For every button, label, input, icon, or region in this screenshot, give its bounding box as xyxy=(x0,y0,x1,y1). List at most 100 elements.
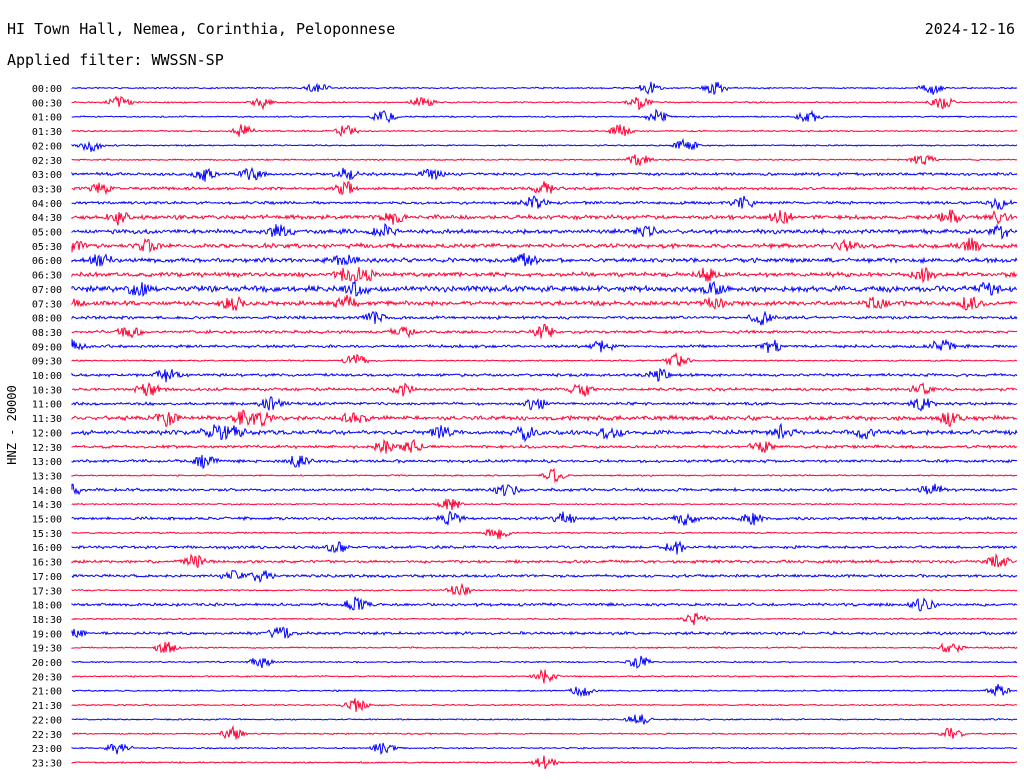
time-tick-label: 18:00 xyxy=(32,601,62,612)
time-tick-label: 04:00 xyxy=(32,199,62,210)
filter-label: Applied filter: WWSSN-SP xyxy=(7,51,224,69)
time-tick-label: 09:30 xyxy=(32,357,62,368)
trace-line xyxy=(71,742,1018,755)
time-tick-label: 09:00 xyxy=(32,342,62,353)
trace-line xyxy=(71,310,1018,326)
time-tick-label: 17:00 xyxy=(32,572,62,583)
trace-line xyxy=(71,714,1018,725)
trace-line xyxy=(71,266,1018,284)
time-tick-label: 10:30 xyxy=(32,385,62,396)
time-tick-label: 03:30 xyxy=(32,184,62,195)
time-tick-label: 20:00 xyxy=(32,658,62,669)
time-tick-label: 12:00 xyxy=(32,428,62,439)
trace-line xyxy=(71,367,1018,383)
time-tick-label: 08:00 xyxy=(32,314,62,325)
trace-line xyxy=(71,323,1018,339)
time-tick-label: 02:00 xyxy=(32,141,62,152)
trace-line xyxy=(71,668,1017,684)
time-tick-label: 14:00 xyxy=(32,486,62,497)
time-tick-label: 01:30 xyxy=(32,127,62,138)
trace-line xyxy=(71,166,1018,182)
time-tick-label: 11:00 xyxy=(32,400,62,411)
time-tick-label: 16:30 xyxy=(32,558,62,569)
time-tick-label: 05:30 xyxy=(32,242,62,253)
trace-line xyxy=(71,626,1018,639)
trace-line xyxy=(71,510,1018,526)
time-tick-label: 21:00 xyxy=(32,687,62,698)
trace-line xyxy=(71,222,1018,240)
trace-line xyxy=(71,351,1018,367)
trace-line xyxy=(71,181,1018,196)
station-title: HI Town Hall, Nemea, Corinthia, Peloponn… xyxy=(7,20,396,38)
trace-line xyxy=(71,569,1018,584)
time-tick-label: 08:30 xyxy=(32,328,62,339)
trace-line xyxy=(71,553,1018,569)
trace-line xyxy=(71,683,1018,698)
time-tick-label: 06:00 xyxy=(32,256,62,267)
trace-line xyxy=(71,409,1018,428)
trace-line xyxy=(71,755,1017,770)
time-tick-label: 19:00 xyxy=(32,629,62,640)
time-tick-label: 15:00 xyxy=(32,515,62,526)
trace-line xyxy=(71,641,1018,654)
trace-line xyxy=(71,582,1018,597)
trace-line xyxy=(71,95,1018,111)
time-tick-label: 01:00 xyxy=(32,113,62,124)
time-tick-label: 05:00 xyxy=(32,228,62,239)
trace-line xyxy=(71,237,1018,254)
time-tick-label: 19:30 xyxy=(32,644,62,655)
trace-line xyxy=(71,698,1018,713)
trace-line xyxy=(71,724,1018,740)
time-tick-label: 03:00 xyxy=(32,170,62,181)
time-tick-label: 22:30 xyxy=(32,730,62,741)
time-tick-label: 22:00 xyxy=(32,715,62,726)
time-tick-label: 06:30 xyxy=(32,271,62,282)
time-tick-label: 23:00 xyxy=(32,744,62,755)
time-tick-label: 17:30 xyxy=(32,586,62,597)
time-tick-label: 18:30 xyxy=(32,615,62,626)
trace-line xyxy=(71,279,1018,298)
trace-line xyxy=(71,655,1018,669)
trace-line xyxy=(71,209,1018,226)
time-tick-label: 00:00 xyxy=(32,84,62,95)
time-tick-label: 10:00 xyxy=(32,371,62,382)
time-tick-label: 04:30 xyxy=(32,213,62,224)
time-tick-label: 21:30 xyxy=(32,701,62,712)
trace-line xyxy=(71,540,1018,555)
trace-line xyxy=(71,124,1018,138)
trace-line xyxy=(71,81,1018,96)
trace-line xyxy=(71,253,1018,267)
trace-line xyxy=(71,154,1018,167)
time-tick-label: 02:30 xyxy=(32,156,62,167)
trace-line xyxy=(71,438,1018,454)
time-tick-label: 23:30 xyxy=(32,758,62,769)
time-tick-label: 07:30 xyxy=(32,299,62,310)
trace-line xyxy=(71,422,1018,443)
time-tick-label: 13:00 xyxy=(32,457,62,468)
trace-line xyxy=(71,195,1018,210)
time-tick-label: 07:00 xyxy=(32,285,62,296)
time-tick-label: 20:30 xyxy=(32,672,62,683)
trace-line xyxy=(71,338,1018,353)
trace-line xyxy=(71,596,1018,612)
trace-line xyxy=(71,395,1018,412)
time-tick-label: 13:30 xyxy=(32,471,62,482)
time-tick-label: 00:30 xyxy=(32,98,62,109)
y-axis-label: HNZ - 20000 xyxy=(5,385,19,464)
time-tick-label: 15:30 xyxy=(32,529,62,540)
trace-line xyxy=(71,294,1018,311)
plot-date: 2024-12-16 xyxy=(924,20,1015,38)
trace-line xyxy=(71,611,1018,626)
time-tick-label: 12:30 xyxy=(32,443,62,454)
time-tick-label: 14:30 xyxy=(32,500,62,511)
trace-line xyxy=(71,108,1018,124)
time-tick-label: 16:00 xyxy=(32,543,62,554)
trace-line xyxy=(71,527,1018,539)
trace-line xyxy=(72,382,1018,397)
time-tick-label: 11:30 xyxy=(32,414,62,425)
trace-line xyxy=(71,483,1018,497)
trace-line xyxy=(71,454,1018,470)
trace-line xyxy=(71,467,1018,484)
trace-line xyxy=(71,137,1018,152)
